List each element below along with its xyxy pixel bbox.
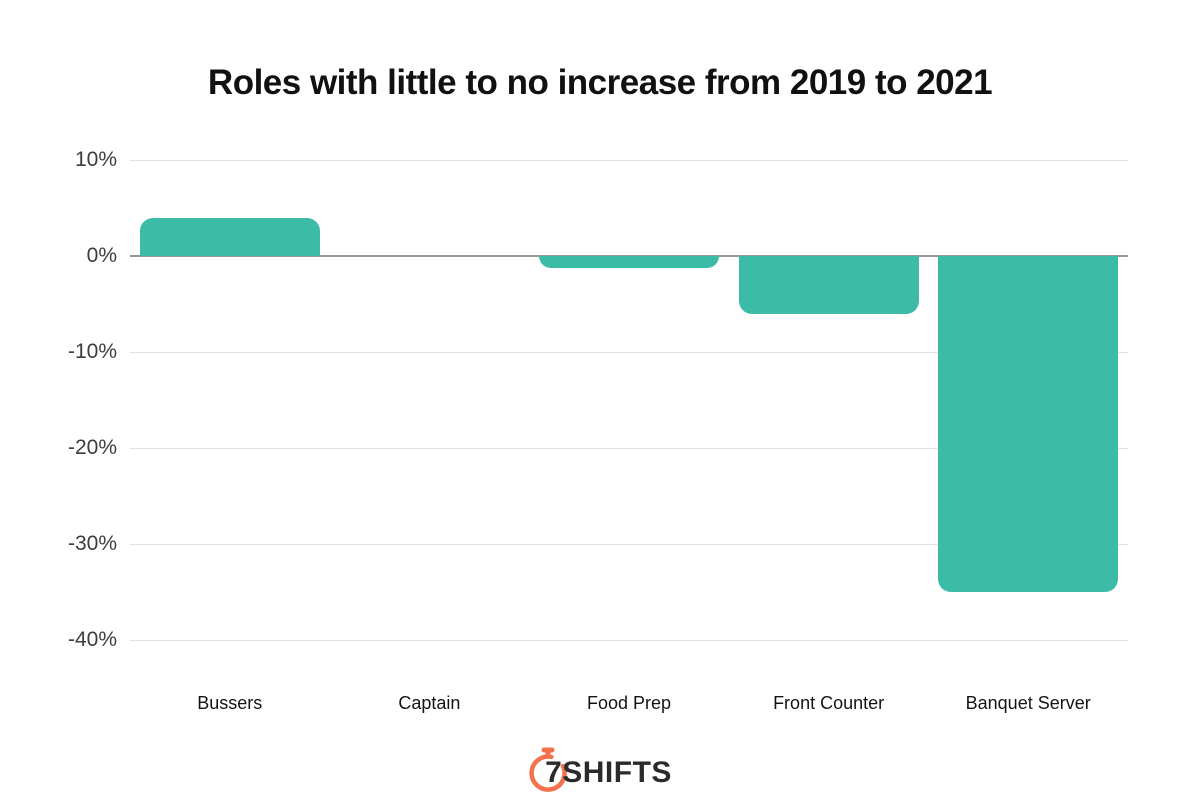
y-tick-label: -20%	[67, 436, 117, 459]
gridline--10	[130, 352, 1128, 353]
gridline-10	[130, 160, 1128, 161]
x-axis-label-front-counter: Front Counter	[773, 693, 885, 713]
y-tick-label: -10%	[67, 340, 117, 363]
bar-food-prep	[539, 256, 719, 269]
x-axis-label-banquet-server: Banquet Server	[965, 693, 1091, 713]
x-axis-label-food-prep: Food Prep	[586, 693, 672, 713]
stopwatch-icon	[529, 747, 567, 792]
x-axis-label-captain: Captain	[398, 693, 461, 713]
y-tick-label: -40%	[67, 628, 117, 651]
bar-banquet-server	[938, 256, 1119, 592]
y-tick-label: 10%	[74, 148, 117, 171]
chart-title: Roles with little to no increase from 20…	[207, 63, 993, 102]
gridline--40	[130, 640, 1128, 641]
y-tick-label: -30%	[67, 532, 117, 555]
bar-front-counter	[738, 256, 919, 314]
brand-logo-text: 7SHIFTS	[545, 755, 672, 789]
gridline--30	[130, 544, 1128, 545]
plot-area: 10% 0% -10% -20% -30% -40% Bussers Captain Food …	[68, 148, 1128, 713]
gridline--20	[130, 448, 1128, 449]
brand-logo: 7SHIFTS	[0, 744, 1200, 794]
x-axis-label-bussers: Bussers	[197, 693, 263, 713]
bar-bussers	[139, 217, 320, 256]
y-tick-label: 0%	[86, 244, 117, 267]
